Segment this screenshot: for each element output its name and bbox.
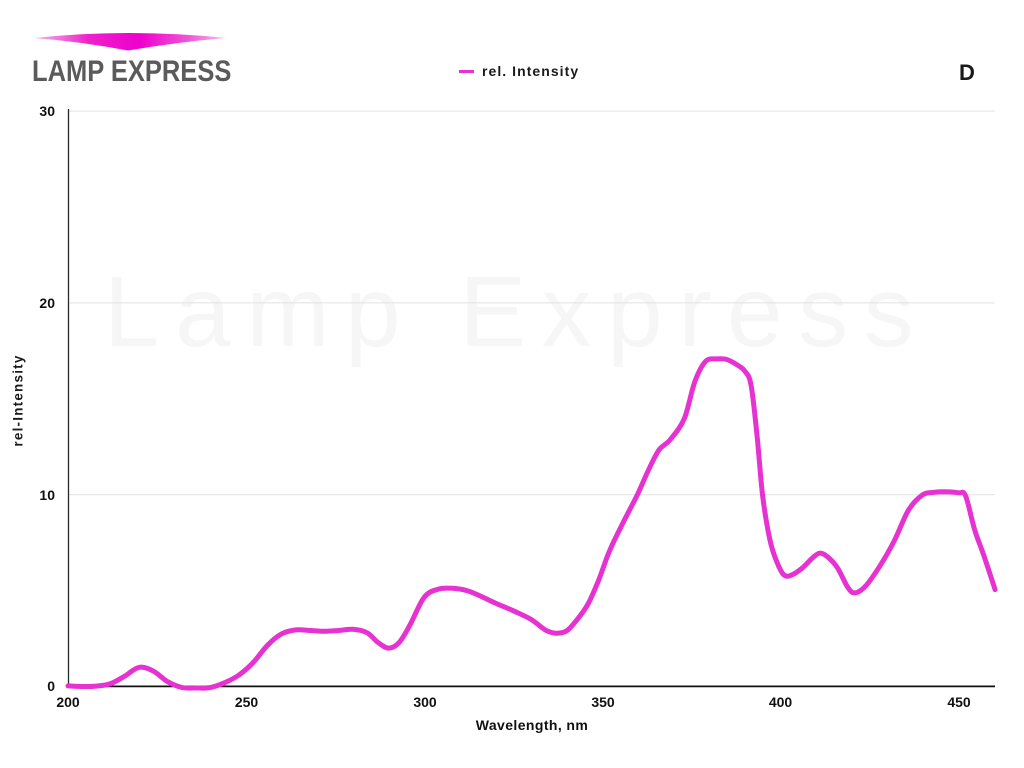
svg-text:10: 10 xyxy=(39,487,55,503)
svg-text:400: 400 xyxy=(769,694,793,710)
svg-text:20: 20 xyxy=(39,295,55,311)
svg-text:350: 350 xyxy=(591,694,615,710)
svg-text:Wavelength, nm: Wavelength, nm xyxy=(476,717,588,733)
svg-text:250: 250 xyxy=(235,694,259,710)
svg-text:300: 300 xyxy=(413,694,437,710)
svg-text:450: 450 xyxy=(947,694,971,710)
svg-text:200: 200 xyxy=(56,694,80,710)
svg-text:0: 0 xyxy=(47,678,55,694)
svg-text:30: 30 xyxy=(39,103,55,119)
